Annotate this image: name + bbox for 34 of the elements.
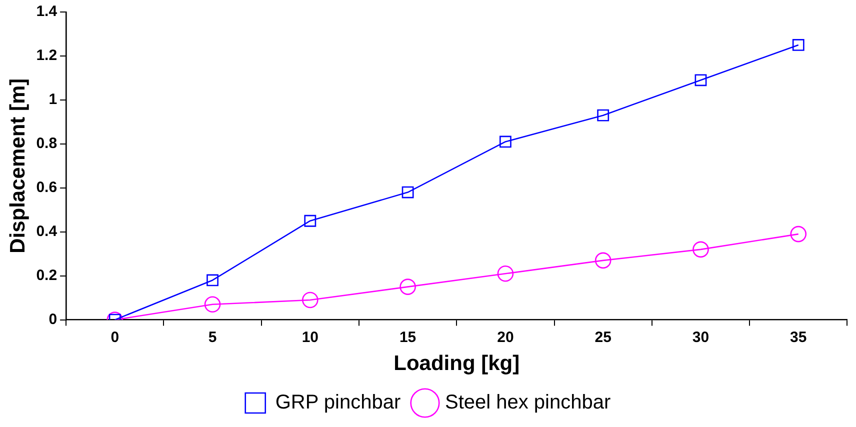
y-tick-label: 1.4 bbox=[36, 3, 58, 20]
point bbox=[594, 252, 612, 269]
point bbox=[692, 241, 709, 258]
legend-label: GRP pinchbar bbox=[275, 392, 401, 414]
point bbox=[304, 214, 316, 227]
x-tick-label: 5 bbox=[208, 328, 217, 346]
y-tick-label: 0.6 bbox=[36, 179, 58, 196]
y-tick-label: 0.8 bbox=[36, 135, 58, 152]
point bbox=[790, 226, 807, 242]
x-tick-label: 15 bbox=[399, 328, 416, 346]
y-tick-label: 0 bbox=[48, 310, 58, 328]
point bbox=[400, 278, 416, 295]
point bbox=[499, 136, 512, 148]
point bbox=[206, 274, 218, 286]
y-tick-label: 1.2 bbox=[36, 47, 58, 64]
point bbox=[302, 292, 318, 308]
x-tick-label: 30 bbox=[692, 328, 710, 346]
legend-label: Steel hex pinchbar bbox=[444, 392, 611, 414]
point bbox=[497, 265, 514, 282]
x-tick-label: 20 bbox=[497, 328, 514, 346]
y-tick-label: 0.4 bbox=[36, 223, 58, 240]
x-axis-title: Loading [kg] bbox=[394, 352, 520, 376]
point bbox=[204, 296, 221, 313]
x-tick-label: 0 bbox=[110, 328, 120, 346]
x-tick-label: 10 bbox=[302, 328, 319, 346]
y-tick-label: 1 bbox=[48, 91, 58, 108]
point bbox=[792, 39, 804, 51]
point bbox=[597, 109, 610, 122]
point bbox=[402, 186, 414, 198]
x-tick-label: 35 bbox=[790, 328, 807, 346]
y-tick-label: 0.2 bbox=[36, 266, 58, 284]
y-axis-title: Displacement [m] bbox=[6, 78, 30, 254]
point bbox=[694, 74, 707, 86]
x-tick-label: 25 bbox=[594, 328, 612, 346]
